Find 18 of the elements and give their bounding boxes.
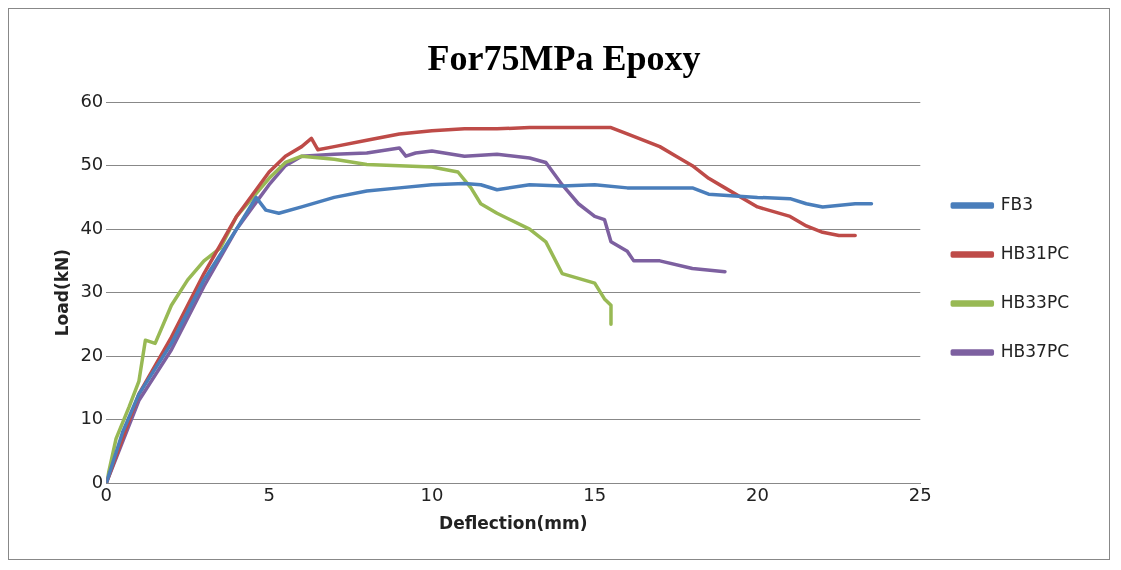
legend-label: FB3 <box>1000 193 1034 214</box>
y-tick-label: 20 <box>80 343 104 365</box>
y-tick-label: 10 <box>80 407 104 429</box>
x-tick-label: 25 <box>908 484 932 506</box>
x-axis-title: Deflection(mm) <box>439 513 588 534</box>
y-axis-title: Load(kN) <box>51 248 72 337</box>
x-tick-label: 20 <box>746 484 769 506</box>
x-tick-label: 10 <box>420 484 444 506</box>
y-tick-label: 30 <box>80 280 104 302</box>
x-tick-label: 15 <box>583 484 607 506</box>
legend-label: HB33PC <box>1000 291 1069 312</box>
legend-label: HB31PC <box>1000 242 1069 263</box>
chart-title: For75MPa Epoxy <box>427 37 701 78</box>
legend-label: HB37PC <box>1000 340 1069 361</box>
y-tick-label: 60 <box>80 89 104 111</box>
y-tick-label: 50 <box>80 153 104 175</box>
y-tick-label: 40 <box>80 216 104 238</box>
x-tick-label: 5 <box>263 484 275 506</box>
